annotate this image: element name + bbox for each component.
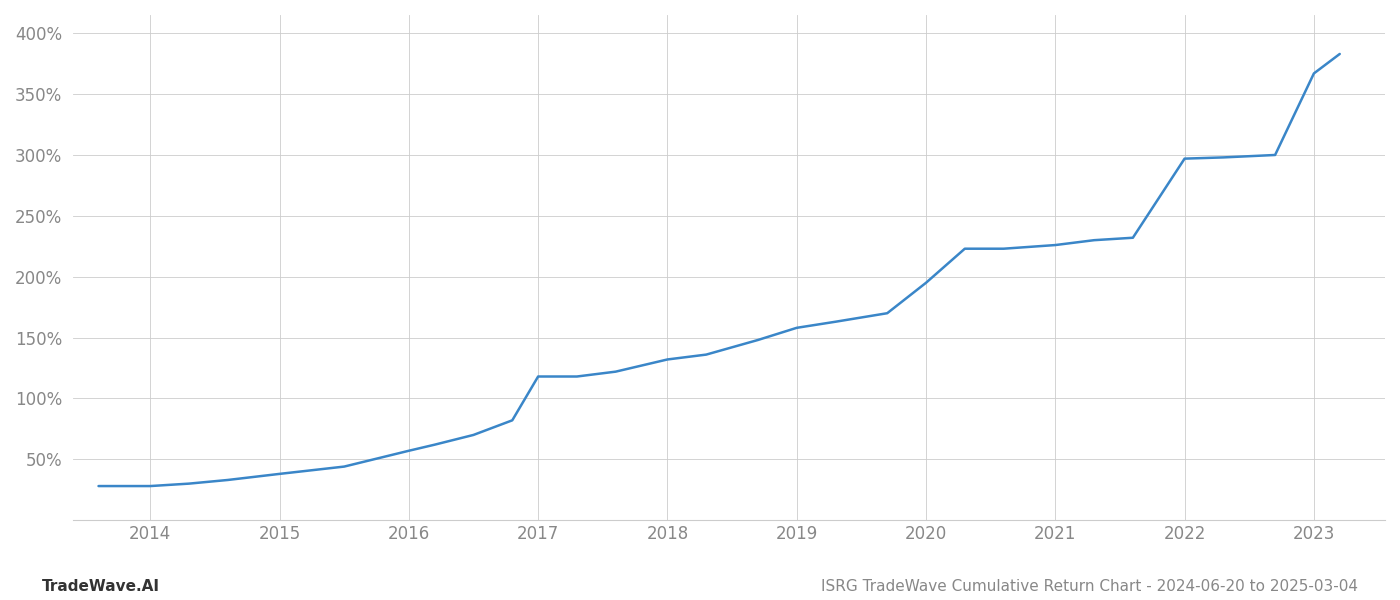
Text: ISRG TradeWave Cumulative Return Chart - 2024-06-20 to 2025-03-04: ISRG TradeWave Cumulative Return Chart -… (820, 579, 1358, 594)
Text: TradeWave.AI: TradeWave.AI (42, 579, 160, 594)
